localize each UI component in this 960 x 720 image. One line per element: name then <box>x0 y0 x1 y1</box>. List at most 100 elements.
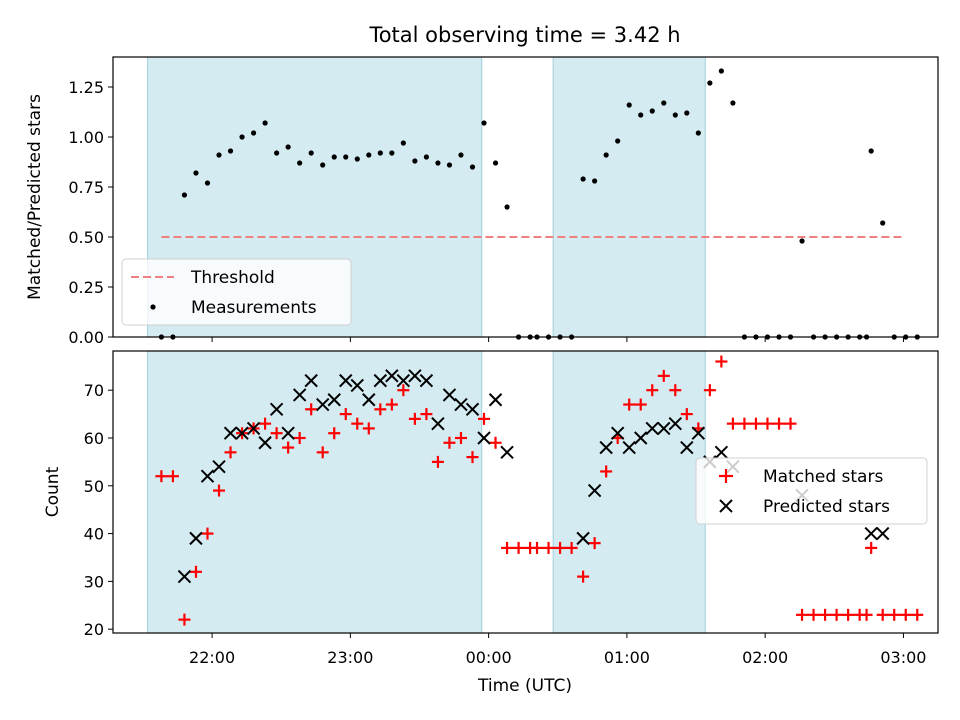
matched-star-marker <box>270 427 283 440</box>
legend-measurements-marker <box>150 304 156 310</box>
measurement-point <box>603 152 609 158</box>
measurement-point <box>615 138 621 144</box>
matched-star-marker <box>408 412 421 425</box>
predicted-star-marker <box>350 378 364 393</box>
time-x-tick-label: 00:00 <box>466 648 512 667</box>
ratio-y-tick-label: 0.75 <box>68 178 104 197</box>
legend-measurements-label: Measurements <box>191 298 317 318</box>
matched-star-marker <box>865 541 878 554</box>
predicted-star-marker <box>385 369 399 383</box>
predicted-star-marker <box>680 440 694 455</box>
matched-star-marker <box>830 608 843 621</box>
matched-star-marker <box>201 527 214 540</box>
matched-star-marker <box>588 537 601 550</box>
ratio-legend-box <box>121 258 352 326</box>
measurement-point <box>626 102 632 108</box>
matched-star-marker <box>565 541 578 554</box>
predicted-star-marker <box>657 421 671 436</box>
matched-star-marker <box>351 417 364 430</box>
count-y-tick-label: 50 <box>84 477 104 496</box>
ratio-plot-frame <box>112 56 939 338</box>
matched-star-marker <box>669 384 682 397</box>
legend-matched-label: Matched stars <box>763 467 883 487</box>
measurement-point <box>638 112 644 118</box>
matched-star-marker <box>501 541 514 554</box>
matched-star-marker <box>680 408 693 421</box>
matched-star-marker <box>542 541 555 554</box>
count-panel: 20 30 40 50 60 70 22:00 23:00 00:00 01:00 02:00 03… <box>43 350 939 696</box>
measurement-point <box>227 148 234 154</box>
legend-predicted-label: Predicted stars <box>763 497 890 517</box>
matched-star-marker <box>293 431 306 444</box>
chart-title: Total observing time = 3.42 h <box>368 23 680 47</box>
predicted-star-marker <box>431 416 445 431</box>
measurement-point <box>354 156 360 162</box>
predicted-star-marker <box>235 426 249 440</box>
observing-windows <box>147 350 706 634</box>
ratio-legend: Threshold Measurements <box>121 258 352 326</box>
matched-star-marker <box>305 403 318 416</box>
predicted-star-marker <box>292 388 307 402</box>
measurement-point <box>400 140 406 146</box>
measurement-point <box>718 68 724 74</box>
matched-star-marker <box>397 384 410 397</box>
matched-star-marker <box>807 608 820 621</box>
matched-star-marker <box>420 408 433 421</box>
matched-star-marker <box>796 608 809 621</box>
predicted-star-marker <box>200 469 215 483</box>
matched-star-marker <box>224 446 237 459</box>
measurement-point <box>274 150 280 156</box>
matched-star-marker <box>282 441 295 454</box>
matched-star-marker <box>512 541 525 554</box>
matched-star-marker <box>339 408 352 421</box>
measurement-point <box>707 80 713 86</box>
predicted-star-marker <box>634 431 648 445</box>
count-y-tick-label: 60 <box>84 429 104 448</box>
measurement-point <box>412 158 418 164</box>
measurement-point <box>504 204 510 210</box>
ratio-y-tick-label: 1.25 <box>68 78 104 97</box>
measurement-point <box>492 160 499 166</box>
predicted-star-marker <box>599 440 613 455</box>
count-legend: Matched stars Predicted stars <box>695 457 928 525</box>
time-x-tick-label: 03:00 <box>880 648 926 667</box>
time-x-axis: 22:00 23:00 00:00 01:00 02:00 03:00 <box>189 633 926 667</box>
predicted-star-marker <box>408 369 422 383</box>
matched-star-marker <box>657 369 670 382</box>
measurement-point <box>695 130 701 136</box>
measurement-point <box>880 220 886 226</box>
predicted-star-marker <box>442 388 457 402</box>
matched-star-marker <box>443 436 456 449</box>
predicted-star-marker <box>488 393 503 407</box>
predicted-star-marker <box>373 373 388 388</box>
measurement-point <box>389 150 395 156</box>
observing-window <box>552 56 706 338</box>
measurement-point <box>868 148 874 154</box>
matched-star-marker <box>634 398 647 411</box>
matched-star-marker <box>166 470 179 483</box>
time-x-tick-label: 23:00 <box>327 648 373 667</box>
count-plot-frame <box>112 350 939 634</box>
ratio-y-axis: 0.00 0.25 0.50 0.75 1.00 1.25 <box>68 78 113 347</box>
predicted-star-marker <box>281 426 295 440</box>
matched-star-marker <box>899 608 912 621</box>
matched-star-marker <box>259 417 272 430</box>
measurement-point <box>366 152 372 158</box>
matched-star-marker <box>431 455 444 468</box>
matched-star-marker <box>876 608 889 621</box>
x-axis-label: Time (UTC) <box>477 676 572 696</box>
measurement-point <box>377 150 383 156</box>
measurement-point <box>285 144 291 150</box>
measurement-point <box>216 152 222 158</box>
predicted-star-marker <box>576 531 590 546</box>
predicted-star-marker <box>691 426 706 440</box>
measurement-point <box>239 134 245 140</box>
matched-star-marker <box>478 412 491 425</box>
observing-window <box>552 350 706 634</box>
predicted-star-marker <box>419 373 434 388</box>
measurement-point <box>799 238 805 244</box>
predicted-star-marker <box>258 436 272 450</box>
matched-star-marker <box>703 384 716 397</box>
predicted-stars-points <box>177 369 890 584</box>
measurement-point <box>193 170 199 176</box>
